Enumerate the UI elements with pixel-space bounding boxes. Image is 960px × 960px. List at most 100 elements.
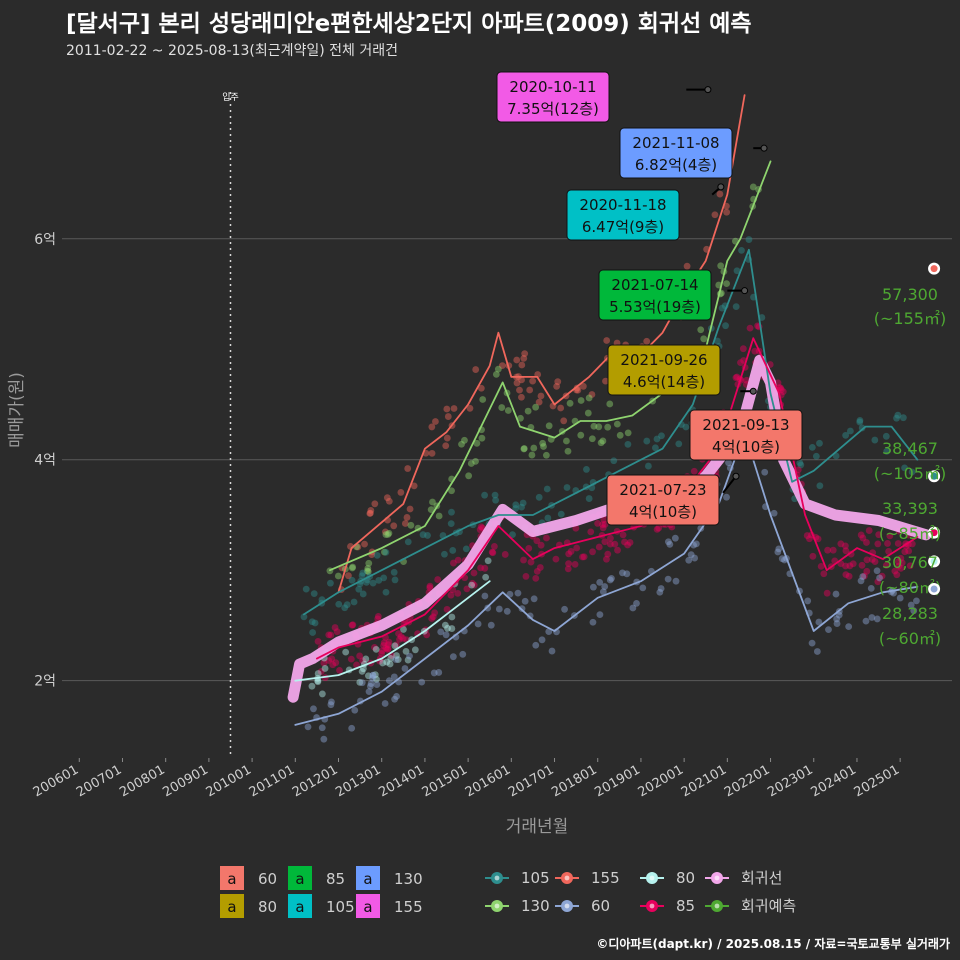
scatter-point-85 [565,550,573,558]
scatter-point-60 [606,576,614,584]
scatter-point-80 [372,645,380,653]
scatter-point-105 [359,569,367,577]
scatter-point-85 [564,565,572,573]
scatter-point-85 [897,564,905,572]
scatter-point-85 [893,571,901,579]
scatter-point-155 [354,543,362,551]
scatter-point-60 [833,615,841,623]
scatter-point-130 [616,431,624,439]
callout-date: 2020-11-18 [579,196,666,214]
scatter-point-105 [343,601,351,609]
legend-fill-swatch [356,894,380,918]
scatter-point-85 [348,621,356,629]
scatter-point-155 [443,405,451,413]
callout-point [704,86,712,94]
scatter-point-85 [621,538,628,546]
scatter-point-80 [308,682,316,690]
scatter-point-155 [723,208,731,216]
legend-line-label: 60 [591,897,610,915]
x-tick-label: 202301 [765,762,815,800]
legend-fill-label: 80 [258,898,277,916]
scatter-point-80 [342,648,350,656]
scatter-point-60 [589,618,597,626]
legend-fill-label: 155 [394,898,423,916]
scatter-point-80 [356,678,364,686]
scatter-point-85 [817,562,825,570]
callout-date: 2020-10-11 [509,78,596,96]
scatter-point-155 [518,376,525,384]
scatter-point-85 [477,564,484,572]
scatter-point-80 [362,655,370,663]
scatter-point-85 [490,543,498,550]
scatter-point-60 [725,459,732,467]
x-tick-label: 200601 [31,762,81,800]
scatter-point-85 [536,564,544,571]
scatter-point-60 [761,468,769,476]
grid-layer: 입주 [62,91,952,758]
scatter-point-80 [448,625,456,632]
scatter-point-60 [514,589,522,597]
scatter-point-60 [430,669,438,677]
scatter-point-105 [355,585,363,593]
scatter-point-155 [518,393,525,401]
scatter-point-85 [600,516,608,523]
callout-box [598,269,712,321]
legend-line-label: 155 [591,869,620,887]
scatter-point-130 [613,420,621,428]
scatter-point-60 [487,621,495,629]
scatter-point-85 [842,562,849,570]
callout-leader [722,475,737,494]
scatter-point-105 [583,466,590,473]
legend-fill-swatch [356,866,380,890]
scatter-point-60 [526,612,534,620]
scatter-point-85 [382,644,390,652]
scatter-point-85 [533,537,541,545]
scatter-point-85 [565,560,572,568]
scatter-point-155 [404,465,412,472]
scatter-point-130 [472,457,479,465]
scatter-point-85 [385,638,393,646]
scatter-point-105 [563,484,571,491]
callout-box [496,71,610,123]
scatter-point-60 [327,701,335,709]
scatter-point-60 [589,583,597,591]
scatter-point-60 [459,650,467,658]
x-tick-label: 201201 [290,762,340,800]
scatter-point-155 [383,494,391,502]
scatter-point-155 [537,392,545,400]
scatter-point-105 [311,619,319,627]
callout-value: 4억(10층) [629,503,697,521]
scatter-point-105 [447,520,455,527]
scatter-point-85 [814,535,822,543]
scatter-point-130 [364,565,372,572]
scatter-point-130 [577,431,585,439]
x-tick-label: 200801 [117,762,167,800]
scatter-point-60 [506,590,514,598]
scatter-point-85 [537,541,545,549]
scatter-point-155 [450,405,458,412]
legend-line-dot-center [649,875,655,881]
scatter-point-130 [588,435,596,443]
scatter-point-85 [777,384,784,392]
callout-point [717,183,725,191]
scatter-point-85 [595,543,603,551]
scatter-point-60 [318,724,326,732]
scatter-point-130 [532,403,540,411]
scatter-point-155 [643,337,651,345]
scatter-point-85 [320,659,328,667]
scatter-point-60 [503,607,511,615]
scatter-point-130 [348,564,356,572]
scatter-point-85 [803,532,811,539]
legend-line-label: 105 [521,869,550,887]
scatter-point-155 [513,356,521,364]
scatter-point-85 [331,624,339,631]
scatter-point-85 [874,540,882,548]
scatter-point-85 [522,573,530,580]
scatter-point-85 [580,553,588,561]
scatter-point-85 [868,556,876,563]
scatter-point-85 [845,572,853,580]
scatter-point-85 [380,639,388,647]
scatter-point-105 [518,503,525,511]
scatter-point-60 [687,551,695,559]
scatter-point-60 [521,597,529,605]
